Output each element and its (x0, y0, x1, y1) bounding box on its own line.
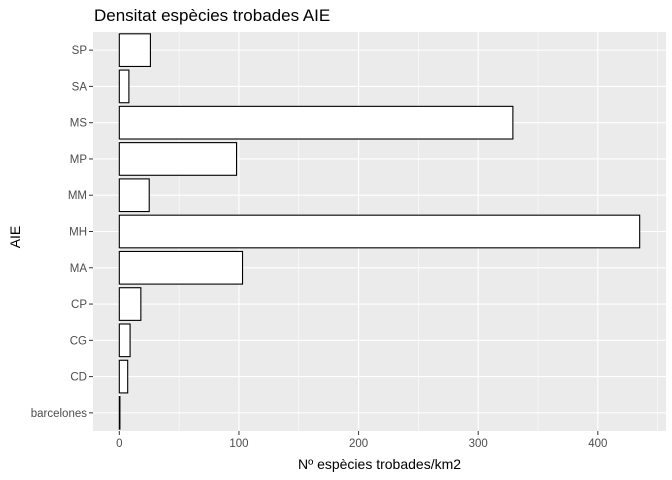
bar-MH (118, 214, 641, 249)
x-tick-label: 100 (229, 438, 248, 450)
y-tick-label: SP (72, 45, 88, 57)
y-tick-label: MP (70, 154, 88, 166)
y-axis-label: AIE (7, 225, 23, 249)
bar-SA (118, 69, 130, 104)
bar-MS (118, 105, 514, 140)
y-tick-label: barcelones (31, 408, 88, 420)
y-tick-label: CP (71, 299, 87, 311)
bar-CG (118, 323, 131, 358)
bar-MP (118, 142, 238, 176)
bar-CD (118, 359, 129, 394)
y-tick-label: MM (68, 190, 87, 202)
x-tick-label: 0 (116, 438, 122, 450)
y-tick-label: MS (70, 118, 88, 130)
x-tick-label: 200 (349, 438, 368, 450)
bar-MA (118, 250, 244, 285)
y-tick-label: MA (70, 263, 88, 275)
x-tick-label: 300 (469, 438, 488, 450)
x-axis-label: Nº espècies trobades/km2 (297, 456, 462, 472)
y-tick-label: CG (70, 335, 87, 347)
bar-CP (118, 287, 142, 321)
bar-SP (118, 33, 151, 68)
x-tick-label: 400 (588, 438, 607, 450)
y-tick-label: CD (70, 372, 87, 384)
y-tick-label: SA (72, 81, 88, 93)
chart-title: Densitat espècies trobades AIE (94, 6, 331, 25)
bar-barcelones (118, 395, 121, 430)
bar-MM (118, 178, 150, 213)
y-tick-label: MH (69, 227, 87, 239)
